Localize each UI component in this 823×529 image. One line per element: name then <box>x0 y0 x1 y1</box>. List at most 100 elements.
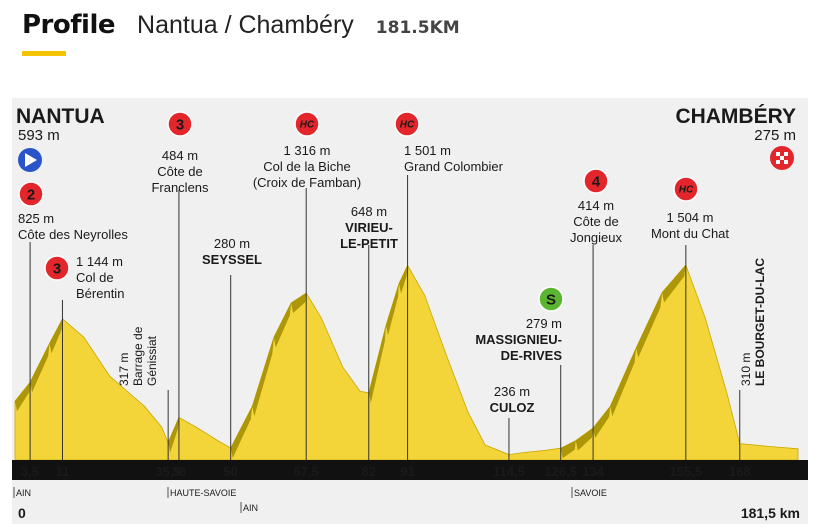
start-altitude: 593 m <box>18 127 60 144</box>
title-underline <box>22 51 66 56</box>
point-label-line: Col de la Biche <box>263 159 350 174</box>
region-label: AIN <box>16 488 31 498</box>
km-tick-label: 38 <box>172 464 186 479</box>
slope-shade <box>15 382 31 412</box>
climb-category-badge-circle <box>167 111 193 137</box>
climb-category-badge: 4 <box>583 168 609 194</box>
slope-shade <box>610 347 637 417</box>
point-label-line: 279 m <box>526 316 562 331</box>
point-label-line: 648 m <box>351 204 387 219</box>
climb-category-badge-circle <box>673 176 699 202</box>
point-label-line: LE-PETIT <box>340 236 398 251</box>
start-flag-icon <box>18 148 42 172</box>
point-label-line: Grand Colombier <box>404 159 504 174</box>
slope-shade <box>662 265 686 303</box>
km-tick-label: 3,5 <box>21 464 39 479</box>
slope-shade <box>399 265 408 294</box>
km-tick-label: 126,5 <box>544 464 577 479</box>
point-label-line: Col de <box>76 270 114 285</box>
km-tick-label: 114,5 <box>493 464 525 479</box>
slope-shade <box>593 406 611 438</box>
slope-shading <box>15 265 686 459</box>
finish-flag-icon-check <box>784 160 788 164</box>
climb-category-label: 3 <box>53 260 61 277</box>
slope-shade <box>636 292 663 358</box>
slope-shade <box>49 318 63 354</box>
km-tick-label: 11 <box>56 464 70 479</box>
slope-shade <box>560 440 576 459</box>
finish-km: 181,5 km <box>741 505 800 521</box>
km-tick-label: 168 <box>729 464 751 479</box>
climb-category-badge: 2 <box>18 181 44 207</box>
slope-shade <box>168 417 179 453</box>
region-label: SAVOIE <box>574 488 607 498</box>
point-label-line: Franclens <box>151 180 209 195</box>
climb-category-badge: S <box>538 286 564 312</box>
point-label-line: 1 504 m <box>667 210 714 225</box>
stage-route: Nantua / Chambéry <box>137 11 354 39</box>
slope-shade <box>291 293 307 313</box>
finish-town-name: CHAMBÉRY <box>675 105 796 128</box>
point-label-line: Mont du Chat <box>651 226 729 241</box>
finish-altitude: 275 m <box>754 127 796 144</box>
point-label-vertical: 317 m Barrage de Génissiat <box>117 326 159 386</box>
point-label-line: 236 m <box>494 384 530 399</box>
climb-category-label: HC <box>400 120 415 131</box>
point-label-line: CULOZ <box>490 400 535 415</box>
climb-category-label: HC <box>679 185 694 196</box>
page-title: Profile <box>22 10 116 40</box>
point-label-vertical-line: LE BOURGET-DU-LAC <box>753 258 767 386</box>
climb-category-label: HC <box>300 120 315 131</box>
point-label-vertical-line: 317 m <box>117 353 131 386</box>
start-km: 0 <box>18 505 26 521</box>
point-label-line: VIRIEU- <box>345 220 393 235</box>
point-label-line: 825 m <box>18 211 54 226</box>
climb-category-badge-circle <box>294 111 320 137</box>
climb-category-label: S <box>546 291 556 308</box>
climb-category-badge-circle <box>538 286 564 312</box>
region-label: AIN <box>243 503 258 513</box>
climb-category-label: 4 <box>592 173 601 190</box>
slope-shade <box>386 283 399 336</box>
climb-category-badge: HC <box>394 111 420 137</box>
km-tick-label: 35,5 <box>155 464 180 479</box>
finish-flag-icon-check <box>780 156 784 160</box>
slope-shade <box>230 406 253 458</box>
climb-category-badge-circle <box>583 168 609 194</box>
start-town-name: NANTUA <box>16 105 105 128</box>
climb-category-badge-circle <box>18 181 44 207</box>
region-label: HAUTE-SAVOIE <box>170 488 236 498</box>
km-band <box>12 460 808 480</box>
point-label-line: 1 316 m <box>284 143 331 158</box>
climb-category-badge: HC <box>673 176 699 202</box>
slope-shade <box>575 428 594 451</box>
point-label-line: 280 m <box>214 236 250 251</box>
slope-shade <box>252 337 274 417</box>
point-label-vertical-line: Génissiat <box>145 335 159 386</box>
km-tick-label: 50 <box>223 464 237 479</box>
slope-shade <box>368 325 386 403</box>
page-header: Profile Nantua / Chambéry 181.5KM <box>22 10 460 50</box>
km-tick-label: 155,5 <box>670 464 703 479</box>
km-tick-label: 134 <box>582 464 604 479</box>
climb-category-badge-circle <box>44 255 70 281</box>
point-label-line: DE-RIVES <box>501 348 563 363</box>
point-label-line: Côte de <box>573 214 619 229</box>
point-label-line: Côte de <box>157 164 203 179</box>
start-flag-icon-play <box>25 153 37 167</box>
climb-category-label: 3 <box>176 116 184 133</box>
point-label-line: SEYSSEL <box>202 252 262 267</box>
finish-flag-icon-check <box>784 152 788 156</box>
km-tick-label: 82 <box>362 464 376 479</box>
slope-shade <box>30 343 50 393</box>
point-label-line: Côte des Neyrolles <box>18 227 128 242</box>
finish-flag-icon <box>770 146 794 170</box>
point-label-line: 1 501 m <box>404 143 451 158</box>
point-label-vertical-line: Barrage de <box>131 326 145 386</box>
point-label-line: MASSIGNIEU- <box>475 332 562 347</box>
finish-flag-icon-check <box>776 152 780 156</box>
finish-flag-icon-check <box>776 160 780 164</box>
km-tick-label: 67,5 <box>294 464 319 479</box>
point-label-vertical-line: 310 m <box>739 353 753 386</box>
